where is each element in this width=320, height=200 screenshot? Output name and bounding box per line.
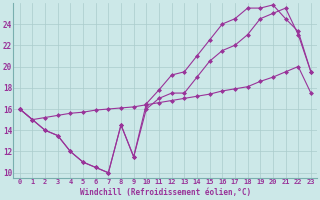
X-axis label: Windchill (Refroidissement éolien,°C): Windchill (Refroidissement éolien,°C) <box>80 188 251 197</box>
